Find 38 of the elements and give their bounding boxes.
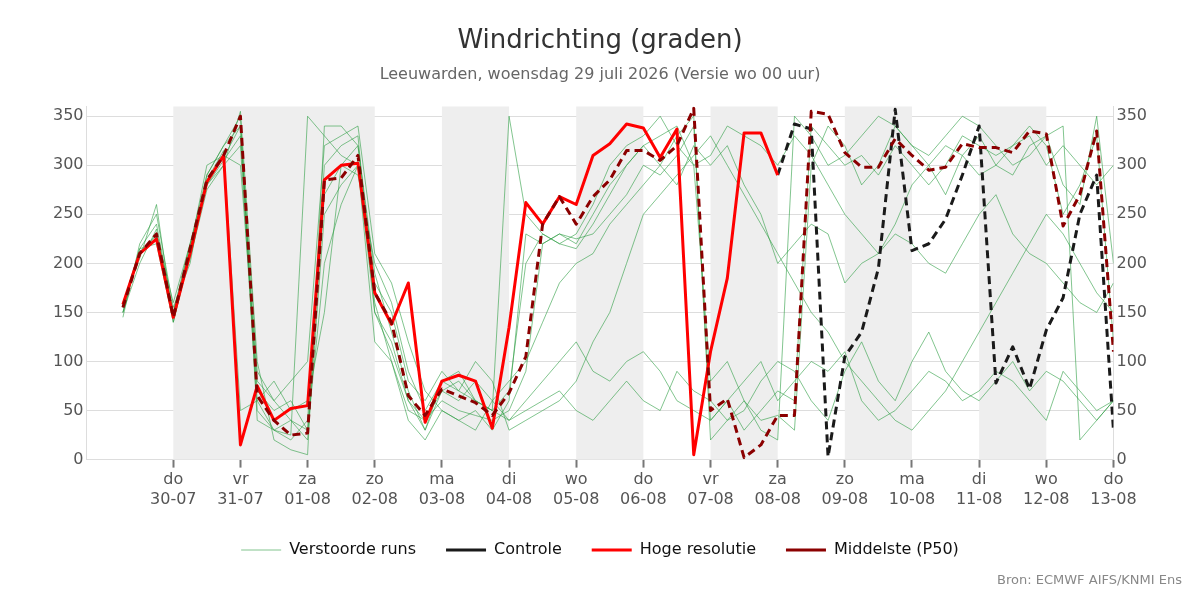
legend-label: Verstoorde runs [289, 539, 417, 559]
y-tick-label: 100 [52, 350, 84, 370]
y-tick-label: 0 [73, 448, 84, 468]
chart-title: Windrichting (graden) [457, 24, 743, 55]
x-tick-label: zo 02-08 [351, 469, 398, 508]
y2-tick-label: 300 [1116, 154, 1148, 174]
text: Bron: ECMWF AIFS/KNMI Ens [997, 572, 1182, 587]
x-tick-label: di 11-08 [955, 469, 1003, 508]
y2-tick-label: 350 [1116, 105, 1148, 125]
x-tick-label: do 13-08 [1090, 469, 1137, 508]
y-tick-label: 150 [52, 301, 84, 321]
x-tick-label: di 04-08 [485, 469, 533, 508]
y2-tick-label: 150 [1116, 301, 1148, 321]
y-tick-label: 200 [52, 252, 84, 272]
y-tick-label: 50 [63, 399, 84, 419]
x-tick-label: zo 09-08 [821, 469, 869, 508]
y2-tick-label: 0 [1116, 448, 1127, 468]
x-tick-label: ma 10-08 [888, 469, 936, 508]
y2-tick-label: 50 [1116, 399, 1137, 419]
x-tick-label: wo 12-08 [1023, 469, 1070, 508]
x-tick-label: do 06-08 [620, 469, 667, 508]
y-tick-label: 350 [52, 105, 84, 125]
y-tick-label: 250 [52, 203, 84, 223]
y-tick-label: 300 [52, 154, 84, 174]
legend-label: Controle [494, 539, 562, 559]
x-tick-label: za 08-08 [754, 469, 801, 508]
x-tick-label: vr 31-07 [217, 469, 264, 508]
chart-subtitle: Leeuwarden, woensdag 29 juli 2026 (Versie wo 00 uur) [379, 63, 821, 83]
legend-label: Hoge resolutie [639, 539, 756, 559]
x-tick-label: do 30-07 [150, 469, 197, 508]
y2-tick-label: 100 [1116, 350, 1148, 370]
x-tick-label: ma 03-08 [418, 469, 466, 508]
x-tick-label: vr 07-08 [687, 469, 734, 508]
x-tick-label: wo 05-08 [552, 469, 600, 508]
y2-tick-label: 250 [1116, 203, 1148, 223]
legend-label: Middelste (P50) [833, 539, 959, 559]
x-tick-label: za 01-08 [284, 469, 331, 508]
y2-tick-label: 200 [1116, 252, 1148, 272]
